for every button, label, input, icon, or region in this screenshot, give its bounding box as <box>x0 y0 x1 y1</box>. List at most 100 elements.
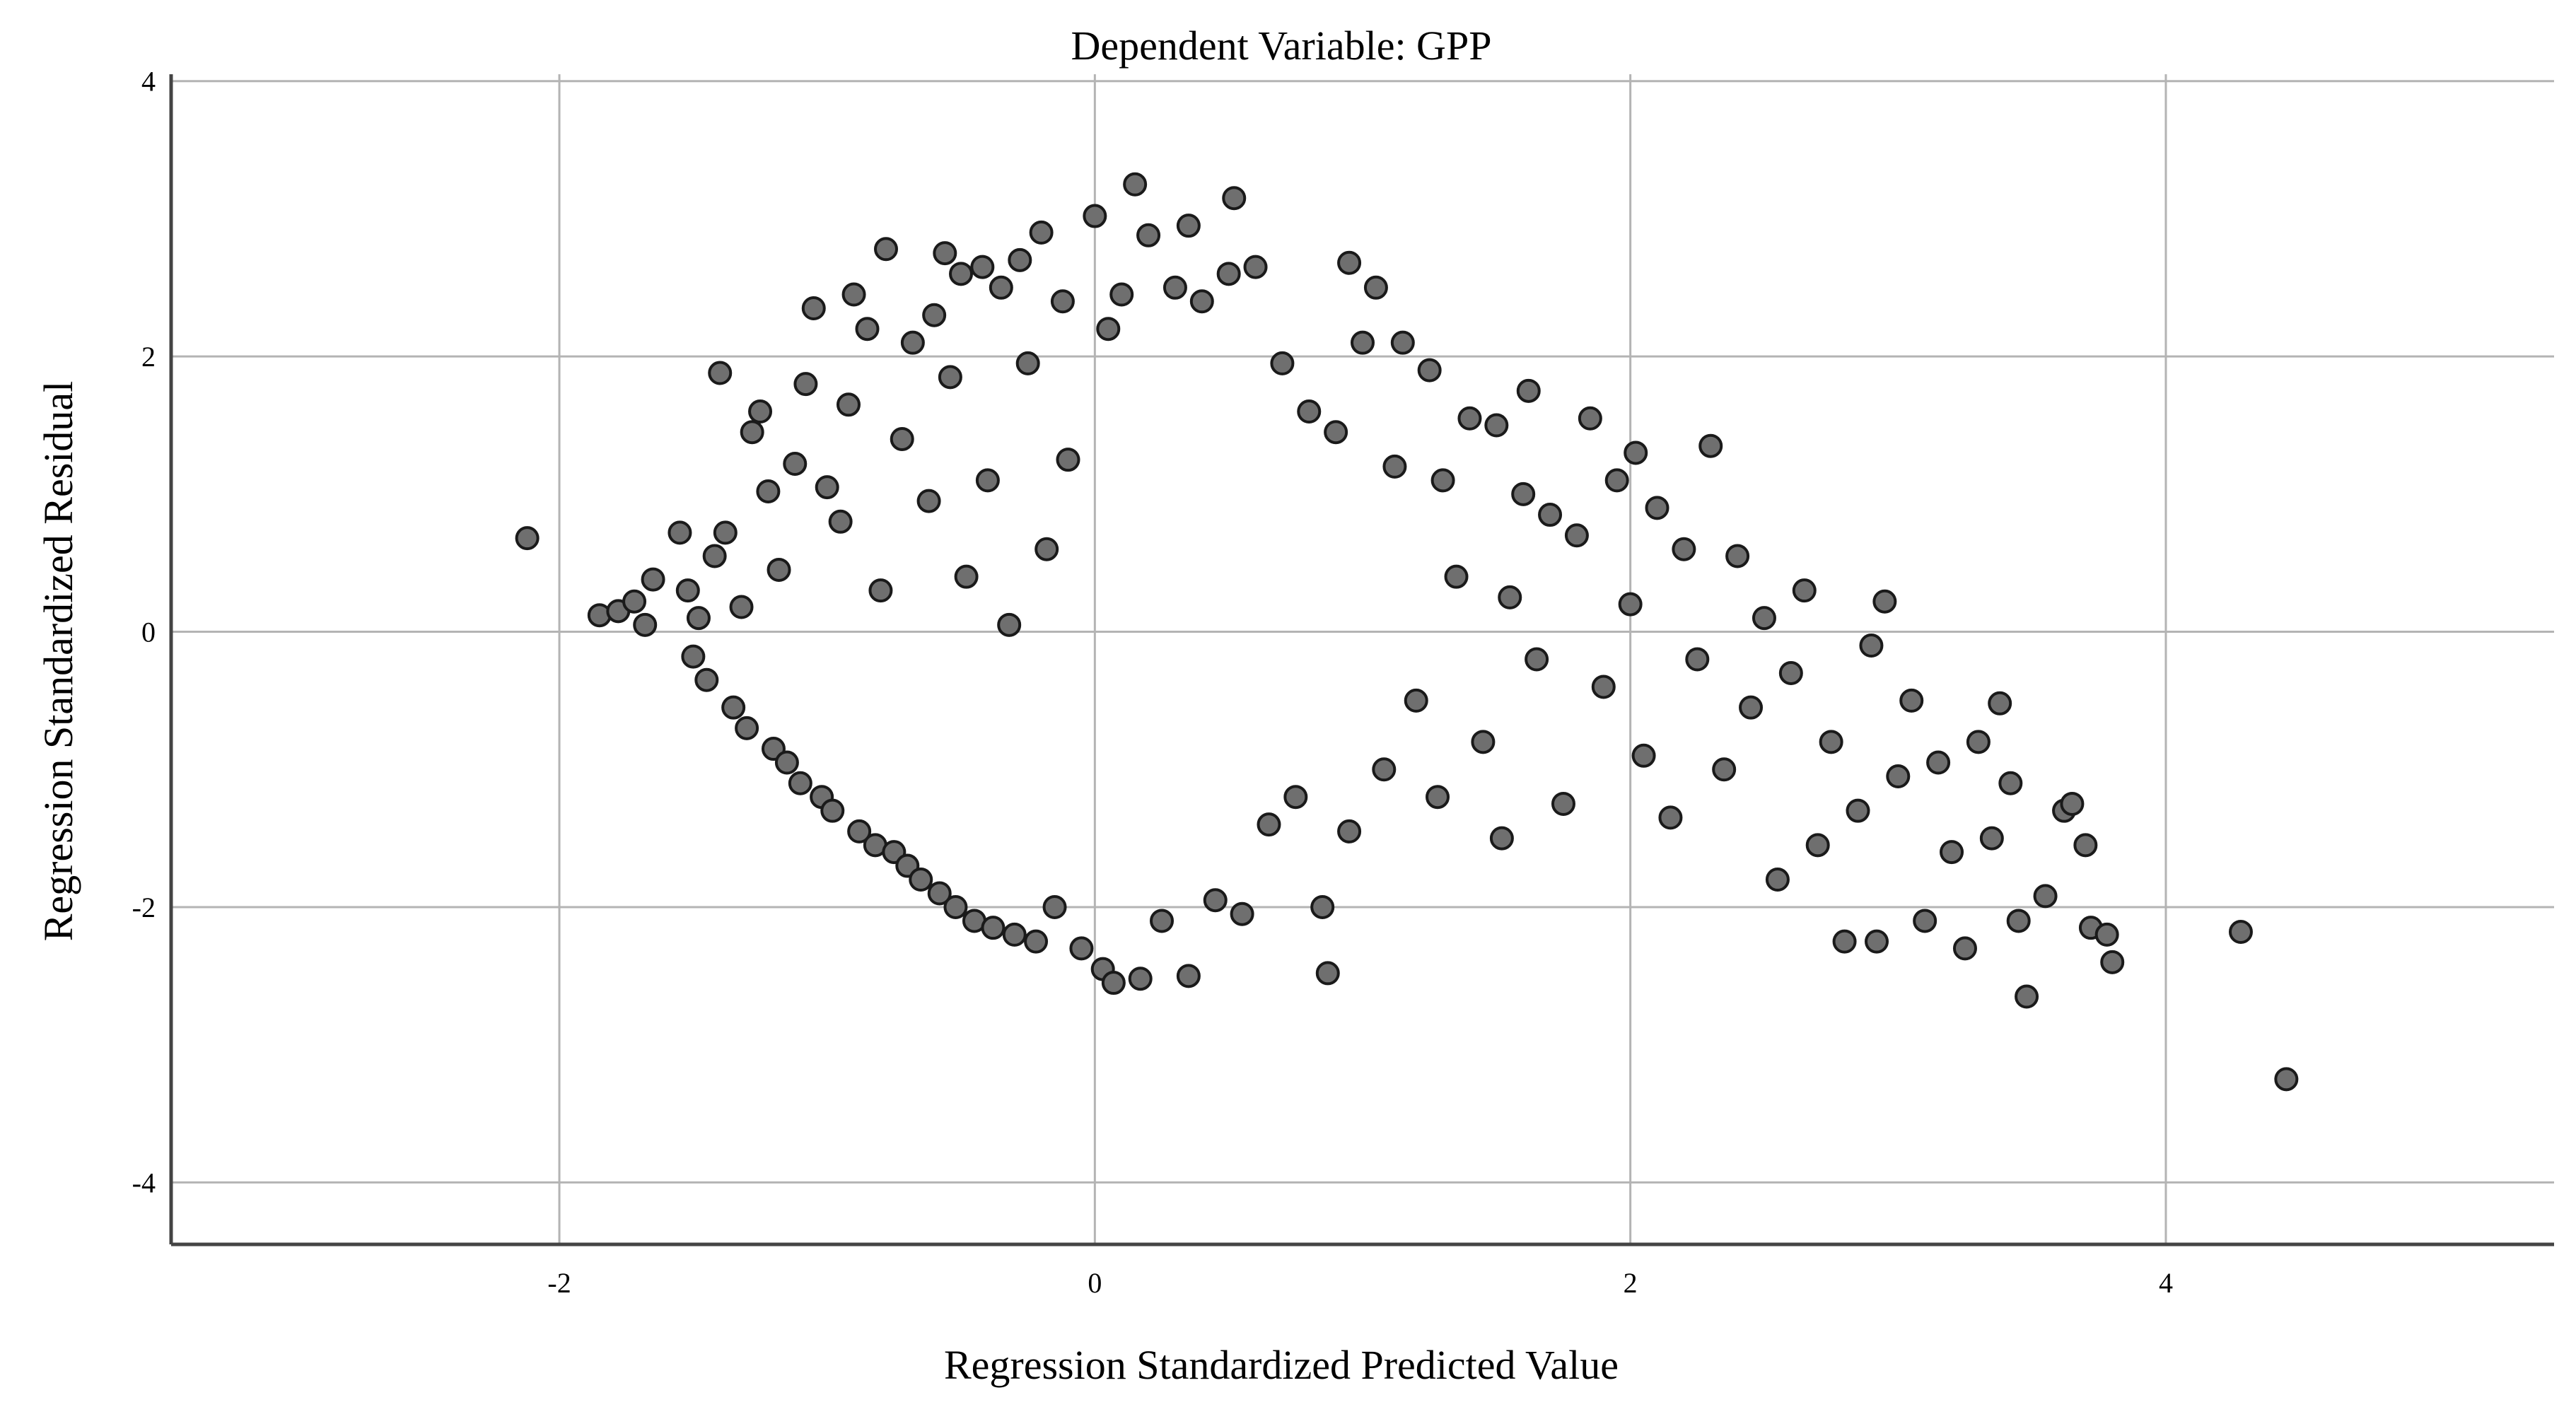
data-point <box>1315 961 1340 986</box>
data-point <box>922 303 947 327</box>
y-tick-label: 0 <box>141 617 156 648</box>
data-point <box>1162 275 1187 300</box>
data-point <box>1658 805 1683 830</box>
data-point <box>1765 868 1790 892</box>
data-point <box>1176 214 1201 238</box>
data-point <box>1498 585 1522 609</box>
data-point <box>783 452 808 477</box>
data-point <box>815 475 839 500</box>
data-point <box>2033 884 2058 909</box>
data-point <box>1739 695 1764 720</box>
data-point <box>686 606 711 631</box>
data-point <box>989 275 1013 300</box>
data-point <box>874 237 898 262</box>
data-point <box>1604 468 1629 493</box>
data-point <box>938 365 962 390</box>
data-point <box>970 255 995 279</box>
data-point <box>740 420 764 445</box>
data-point <box>1672 537 1696 561</box>
data-point <box>1426 785 1450 810</box>
data-point <box>1685 647 1710 672</box>
data-point <box>1128 967 1153 991</box>
data-point <box>1865 929 1889 954</box>
data-point <box>1189 289 1214 314</box>
data-point <box>1899 688 1924 713</box>
grid-layer <box>171 74 2554 1244</box>
points-layer <box>515 172 2299 1092</box>
data-point <box>1712 757 1737 782</box>
data-point <box>1430 468 1455 493</box>
data-point <box>1564 523 1589 548</box>
data-point <box>820 798 845 823</box>
data-point <box>1645 496 1669 520</box>
data-point <box>668 520 692 545</box>
data-point <box>1516 378 1541 403</box>
chart-title: Dependent Variable: GPP <box>1071 23 1492 69</box>
data-point <box>847 819 872 843</box>
data-point <box>1382 454 1407 479</box>
data-point <box>2228 920 2253 945</box>
data-point <box>1484 413 1509 438</box>
data-point <box>788 771 812 795</box>
data-point <box>1270 351 1295 375</box>
data-point <box>622 589 647 614</box>
data-point <box>1337 819 1362 843</box>
data-point <box>633 612 658 637</box>
data-point <box>1222 186 1247 211</box>
data-point <box>1525 647 1549 672</box>
data-point <box>1083 204 1107 228</box>
data-point <box>1176 964 1201 988</box>
data-point <box>1551 791 1575 816</box>
data-point <box>2094 922 2119 947</box>
x-tick-label: 2 <box>1624 1267 1638 1299</box>
data-point <box>1101 971 1126 996</box>
data-point <box>1859 634 1884 658</box>
data-point <box>708 361 733 385</box>
data-point <box>1578 406 1602 431</box>
data-point <box>2006 909 2031 933</box>
data-point <box>1618 592 1643 617</box>
data-point <box>975 468 1000 493</box>
data-point <box>1150 909 1175 933</box>
data-point <box>793 372 818 397</box>
y-tick-label: -2 <box>132 892 156 923</box>
data-point <box>1029 220 1054 245</box>
data-point <box>1624 440 1648 465</box>
data-point <box>1886 764 1911 788</box>
data-point <box>675 578 700 603</box>
data-point <box>1631 743 1656 768</box>
data-point <box>1042 894 1067 919</box>
data-point <box>1024 929 1049 954</box>
data-point <box>828 509 853 534</box>
data-point <box>1988 691 2012 716</box>
data-point <box>1243 255 1268 279</box>
data-point <box>1591 675 1616 699</box>
data-point <box>1805 833 1830 858</box>
data-point <box>1297 399 1322 424</box>
data-point <box>1511 481 1536 506</box>
data-point <box>1372 757 1397 782</box>
data-point <box>900 330 925 355</box>
data-point <box>943 894 968 919</box>
data-point <box>702 544 727 568</box>
data-point <box>2274 1067 2299 1092</box>
data-point <box>1230 901 1254 926</box>
data-point <box>1792 578 1817 603</box>
data-point <box>1363 275 1388 300</box>
axis-layer <box>169 74 2554 1247</box>
data-point <box>916 489 941 513</box>
data-point <box>997 612 1022 637</box>
x-axis-label: Regression Standardized Predicted Value <box>944 1342 1619 1388</box>
data-point <box>1109 282 1134 307</box>
data-point <box>2015 984 2039 1009</box>
data-point <box>1050 289 1075 314</box>
y-axis-label: Regression Standardized Residual <box>35 381 81 942</box>
data-point <box>1008 247 1032 272</box>
tick-layer: -2 0 2 4 -4 -2 0 2 4 <box>132 66 2173 1299</box>
data-point <box>1979 826 2004 851</box>
data-point <box>1872 589 1897 614</box>
data-point <box>1752 606 1776 631</box>
data-point <box>748 399 773 424</box>
